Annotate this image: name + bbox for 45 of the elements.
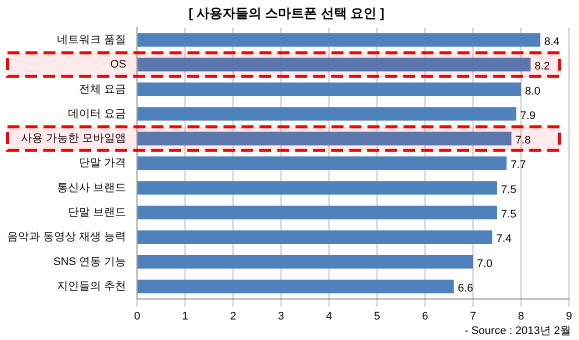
- y-tick-label: 전체 요금: [79, 83, 126, 96]
- y-tick-label: 데이터 요금: [68, 108, 126, 120]
- x-tick-label: 0: [134, 310, 140, 322]
- y-tick-label: SNS 연동 기능: [53, 256, 126, 268]
- data-label: 8.0: [525, 85, 540, 98]
- data-label: 7.5: [501, 184, 516, 196]
- bar: [138, 255, 474, 269]
- bar: [138, 156, 507, 170]
- x-tick-label: 5: [374, 310, 380, 322]
- bar: [138, 132, 512, 146]
- y-tick-label: 통신사 브랜드: [57, 182, 126, 194]
- x-tick-label: 8: [518, 310, 524, 322]
- bar: [138, 206, 498, 220]
- text: - Source : 2013년 2월: [464, 325, 571, 337]
- x-tick-label: 4: [326, 310, 332, 322]
- bar: [138, 280, 454, 294]
- x-tick-label: 6: [422, 310, 428, 322]
- data-label: 6.6: [458, 282, 474, 295]
- x-tick-label: 1: [182, 310, 188, 322]
- y-tick-label: OS: [110, 58, 126, 71]
- data-label: 8.4: [544, 36, 560, 48]
- x-tick-label: 7: [470, 310, 476, 322]
- y-tick-label: 단말 브랜드: [68, 206, 126, 219]
- data-label: 7.9: [520, 110, 536, 122]
- chart-title: [ 사용자들의 스마트폰 선택 요인 ]: [188, 5, 384, 20]
- bar: [138, 58, 531, 72]
- data-label: 7.5: [501, 208, 516, 221]
- bar: [138, 107, 516, 121]
- data-label: 7.8: [515, 134, 531, 147]
- bar: [138, 230, 492, 244]
- bar: [138, 181, 498, 195]
- data-label: 7.4: [496, 233, 512, 246]
- data-label: 7.7: [510, 159, 526, 172]
- bar: [138, 33, 540, 47]
- data-label: 7.0: [477, 258, 492, 270]
- x-tick-label: 3: [278, 310, 284, 322]
- y-tick-label: 네트워크 품질: [57, 34, 126, 46]
- x-tick-label: 2: [230, 310, 236, 322]
- x-tick-label: 9: [566, 310, 572, 322]
- bar: [138, 82, 522, 96]
- y-tick-label: 음악과 동영상 재생 능력: [6, 231, 126, 244]
- y-tick-label: 단말 가격: [79, 157, 126, 170]
- y-tick-label: 지인들의 추천: [57, 280, 126, 293]
- y-tick-label: 사용 가능한 모바일앱: [21, 132, 126, 145]
- data-label: 8.2: [534, 60, 550, 73]
